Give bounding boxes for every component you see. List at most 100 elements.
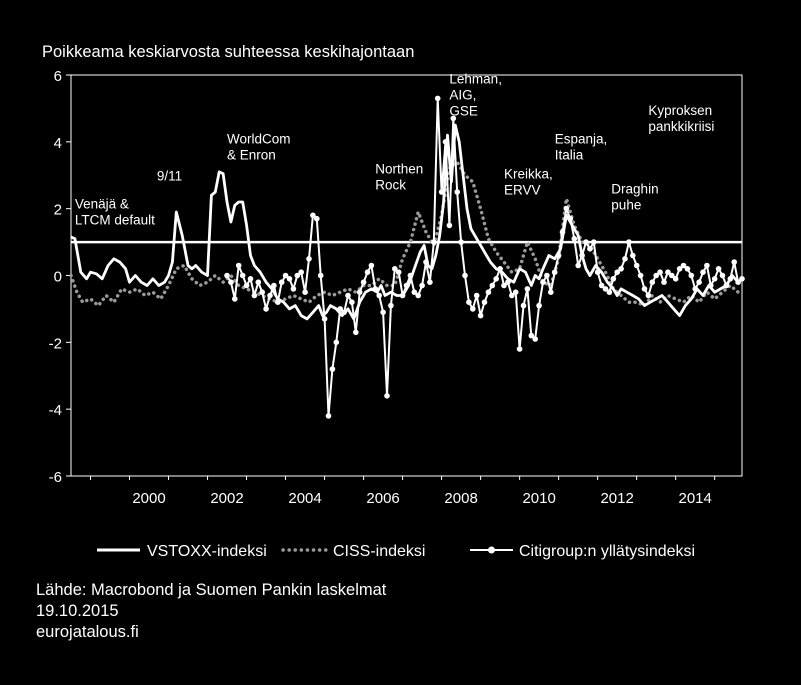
- series-citi-point: [512, 289, 519, 296]
- series-citi-point: [360, 279, 367, 286]
- series-citi-point: [661, 279, 667, 286]
- x-tick-label: 2012: [600, 490, 633, 507]
- series-citi-point: [294, 272, 301, 279]
- series-citi-point: [286, 276, 293, 282]
- series-citi-point: [524, 286, 531, 292]
- annotation-label: Espanja, Italia: [555, 132, 608, 163]
- series-citi-point: [325, 413, 332, 419]
- series-citi-point: [399, 292, 406, 299]
- series-citi-point: [626, 239, 632, 245]
- annotation-label: Venäjä & LTCM default: [75, 197, 155, 228]
- series-citi-point: [411, 289, 418, 296]
- y-tick-label: 0: [54, 269, 62, 286]
- y-axis: 6 4 2 0 -2 -4 -6: [49, 68, 71, 486]
- x-tick-label: 2002: [210, 490, 243, 507]
- series-citi-point: [559, 229, 566, 235]
- series-group: [69, 95, 745, 419]
- series-citi-point: [314, 215, 320, 222]
- series-citi-point: [497, 266, 503, 272]
- series-citi-point: [723, 282, 730, 289]
- series-citi-point: [571, 235, 578, 242]
- legend-label-ciss: CISS-indeksi: [333, 543, 425, 560]
- series-citi-point: [485, 289, 492, 296]
- series-citi-point: [458, 239, 464, 245]
- series-citi-point: [692, 286, 698, 292]
- series-citi-point: [669, 272, 675, 279]
- series-citi-point: [493, 276, 500, 282]
- series-citi-point: [715, 266, 722, 272]
- series-citi-point: [380, 309, 386, 316]
- legend: VSTOXX-indeksi CISS-indeksi Citigroup:n …: [97, 543, 695, 560]
- series-citi-point: [243, 282, 250, 289]
- series-citi-point: [719, 272, 726, 279]
- series-citi-point: [349, 299, 355, 306]
- series-citi-point: [306, 255, 312, 262]
- series-citi-point: [271, 282, 277, 289]
- series-citi-point: [239, 272, 246, 279]
- series-citi-point: [388, 302, 394, 309]
- annotation-label: 9/11: [157, 168, 182, 183]
- series-citi-point: [739, 276, 745, 282]
- annotation-label: Kyproksen pankkikriisi: [648, 103, 714, 134]
- series-citi-point: [735, 279, 741, 286]
- series-citi-point: [263, 306, 269, 312]
- series-citi-point: [384, 393, 390, 399]
- series-citi-point: [489, 282, 496, 289]
- series-citi-point: [232, 296, 238, 302]
- y-tick-label: -2: [49, 335, 62, 352]
- series-citi-point: [419, 282, 425, 289]
- series-citi-point: [224, 272, 230, 279]
- series-citi-point: [731, 259, 737, 265]
- annotation-label: Kreikka, ERVV: [504, 167, 553, 198]
- series-citi-point: [454, 189, 461, 195]
- series-citi-point: [704, 262, 710, 269]
- series-citi-point: [462, 272, 468, 279]
- series-citi-point: [341, 309, 347, 316]
- series-citi-point: [540, 279, 546, 286]
- series-citi-point: [618, 266, 624, 272]
- series-citi-point: [345, 292, 351, 299]
- series-citi-point: [353, 329, 359, 336]
- series-citi-point: [676, 266, 683, 272]
- series-citi-point: [423, 259, 429, 265]
- series-citi-point: [372, 286, 379, 292]
- series-citi-point: [442, 139, 449, 145]
- series-citi-point: [481, 299, 488, 306]
- series-citi-point: [333, 339, 340, 346]
- series-citi-point: [563, 205, 570, 212]
- series-ciss-line: [69, 160, 744, 308]
- series-citi-point: [290, 286, 297, 292]
- series-vstoxx-line: [70, 123, 743, 321]
- series-citi-point: [473, 292, 480, 299]
- y-tick-label: 2: [54, 202, 62, 219]
- x-tick-label: 2010: [522, 490, 555, 507]
- series-citi-point: [633, 262, 640, 269]
- series-citi-point: [544, 272, 550, 279]
- x-tick-label: 2008: [444, 490, 477, 507]
- series-citi-point: [579, 252, 585, 259]
- x-axis: 2000 2002 2004 2006 2008 2010 2012 2014: [90, 476, 716, 507]
- series-citi-point: [622, 255, 628, 262]
- series-citi-point: [501, 282, 507, 289]
- y-tick-label: 4: [54, 135, 62, 152]
- series-citi-point: [567, 215, 574, 222]
- y-tick-label: 6: [54, 68, 62, 85]
- series-citi-point: [427, 279, 433, 286]
- series-citi-point: [509, 292, 515, 299]
- series-citi-point: [711, 276, 718, 282]
- series-citi-point: [606, 289, 613, 296]
- series-citi-point: [431, 239, 437, 245]
- series-citi-point: [684, 266, 691, 272]
- series-citi-point: [649, 279, 656, 286]
- legend-swatch-citi-marker: [488, 546, 495, 554]
- series-citi-point: [259, 289, 266, 296]
- series-citi-point: [610, 276, 617, 282]
- series-citi-point: [532, 336, 538, 342]
- series-citi-point: [403, 282, 410, 289]
- series-citi-point: [602, 286, 609, 292]
- series-citi-point: [329, 366, 336, 372]
- website-line: eurojatalous.fi: [36, 623, 139, 641]
